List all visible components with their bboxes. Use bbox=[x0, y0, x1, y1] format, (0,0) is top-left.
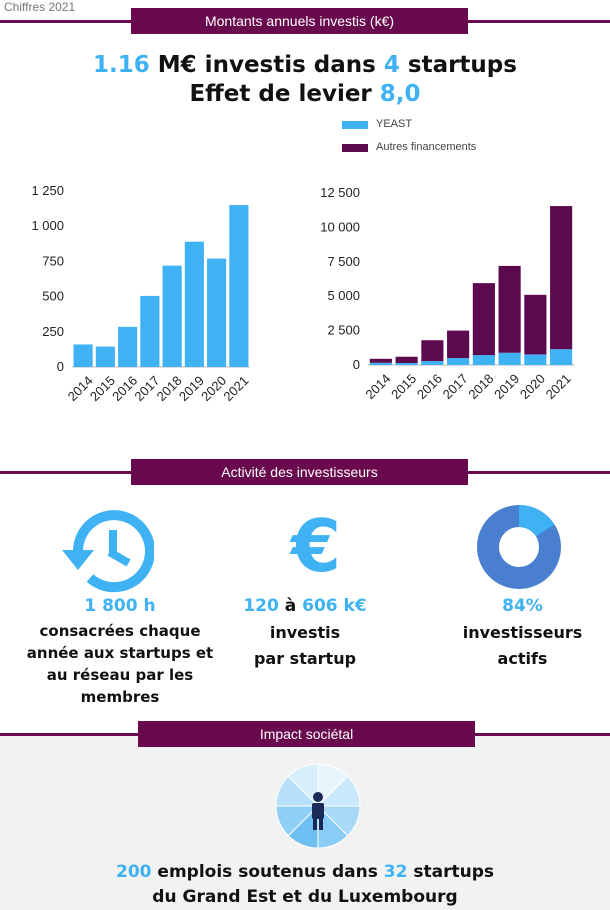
bar-yeast-2017 bbox=[140, 295, 160, 367]
headline-amount: 1.16 bbox=[93, 52, 150, 78]
x-tick-label: 2015 bbox=[388, 371, 419, 402]
stat-investment-mid: à bbox=[278, 596, 303, 616]
stat-investment-value: 120 à 606 k€ bbox=[220, 596, 390, 616]
bar-yeast-2014 bbox=[369, 362, 392, 365]
bar-yeast-2020 bbox=[207, 258, 227, 367]
impact-jobs: 200 bbox=[116, 862, 152, 882]
bar-yeast-2021 bbox=[550, 349, 573, 365]
year-tag: Chiffres 2021 bbox=[4, 0, 76, 14]
x-tick-label: 2019 bbox=[491, 371, 522, 402]
stat-investment-max: 606 k€ bbox=[302, 596, 367, 616]
stat-active: 84% investisseurs actifs bbox=[450, 596, 595, 672]
y-tick-label: 5 000 bbox=[327, 288, 360, 303]
stat-investment-line1: investis bbox=[269, 623, 341, 642]
chart-stacked-annual: 0 2 500 5 000 7 500 10 000 12 500 201420152016… bbox=[320, 185, 574, 402]
impact-end: startups bbox=[407, 862, 494, 882]
bar-autres-2021 bbox=[550, 206, 573, 350]
impact-line2: du Grand Est et du Luxembourg bbox=[152, 887, 458, 907]
donut-chart-icon bbox=[477, 505, 561, 589]
y-tick-label: 10 000 bbox=[320, 219, 360, 234]
leverage-value: 8,0 bbox=[379, 81, 421, 107]
section2-title: Activité des investisseurs bbox=[131, 459, 468, 485]
stat-active-value: 84% bbox=[502, 596, 543, 616]
headline-mid: M€ investis dans bbox=[149, 52, 384, 78]
legend-label-autres: Autres financements bbox=[376, 141, 477, 153]
y-tick-label: 1 000 bbox=[31, 218, 64, 233]
y-tick-label: 0 bbox=[57, 359, 64, 374]
stat-investment: 120 à 606 k€ investis par startup bbox=[220, 596, 390, 672]
bar-yeast-2015 bbox=[95, 346, 115, 367]
y-tick-label: 750 bbox=[42, 253, 64, 268]
bar-yeast-2021 bbox=[229, 205, 249, 367]
headline-investment: 1.16 M€ investis dans 4 startups bbox=[0, 52, 610, 78]
stat-hours-value: 1 800 h bbox=[84, 596, 156, 616]
x-tick-label: 2021 bbox=[220, 373, 251, 404]
impact-startups: 32 bbox=[383, 862, 408, 882]
bar-yeast-2016 bbox=[421, 361, 444, 365]
stat-hours-line2: année aux startups et bbox=[26, 644, 214, 662]
y-tick-label: 0 bbox=[353, 357, 360, 372]
y-tick-label: 250 bbox=[42, 324, 64, 339]
legend-swatch-yeast bbox=[342, 121, 368, 129]
stat-hours-line1: consacrées chaque bbox=[39, 622, 201, 640]
impact-mid: emplois soutenus dans bbox=[151, 862, 384, 882]
bar-yeast-2014 bbox=[73, 344, 93, 367]
bar-yeast-2018 bbox=[472, 355, 495, 365]
x-tick-label: 2020 bbox=[517, 371, 548, 402]
bar-autres-2017 bbox=[447, 330, 470, 359]
bar-autres-2020 bbox=[524, 294, 547, 355]
x-tick-label: 2016 bbox=[414, 371, 445, 402]
stat-hours-line4: membres bbox=[80, 688, 160, 706]
stat-active-line1: investisseurs bbox=[462, 623, 583, 642]
bar-yeast-2020 bbox=[524, 354, 547, 365]
legend-label-yeast: YEAST bbox=[376, 118, 413, 130]
bar-yeast-2019 bbox=[184, 241, 204, 367]
people-wheel-icon bbox=[275, 763, 361, 849]
bar-autres-2015 bbox=[395, 356, 418, 364]
bar-autres-2018 bbox=[472, 283, 495, 356]
y-tick-label: 7 500 bbox=[327, 254, 360, 269]
bar-autres-2014 bbox=[369, 358, 392, 363]
y-tick-label: 1 250 bbox=[31, 183, 64, 198]
stat-investment-line2: par startup bbox=[253, 649, 357, 668]
stat-investment-min: 120 bbox=[243, 596, 279, 616]
legend-swatch-autres bbox=[342, 144, 368, 152]
stat-active-line2: actifs bbox=[497, 649, 548, 668]
bar-yeast-2016 bbox=[118, 326, 138, 367]
impact-line1: 200 emplois soutenus dans 32 startups bbox=[0, 860, 610, 885]
headline-count: 4 bbox=[383, 52, 400, 78]
bar-autres-2019 bbox=[498, 265, 521, 353]
y-tick-label: 12 500 bbox=[320, 185, 360, 200]
clock-history-icon bbox=[62, 510, 154, 593]
stat-hours-line3: au réseau par les bbox=[46, 666, 194, 684]
euro-icon: € bbox=[290, 504, 342, 588]
x-tick-label: 2018 bbox=[465, 371, 496, 402]
headline-end: startups bbox=[399, 52, 517, 78]
bar-autres-2016 bbox=[421, 340, 444, 362]
section1-title: Montants annuels investis (k€) bbox=[131, 8, 468, 34]
bar-yeast-2019 bbox=[498, 352, 521, 365]
leverage-label: Effet de levier bbox=[189, 81, 380, 107]
y-tick-label: 2 500 bbox=[327, 323, 360, 338]
x-tick-label: 2021 bbox=[543, 371, 574, 402]
bar-yeast-2015 bbox=[395, 363, 418, 365]
stat-hours: 1 800 h consacrées chaque année aux star… bbox=[20, 596, 220, 708]
headline-leverage: Effet de levier 8,0 bbox=[0, 81, 610, 107]
y-tick-label: 500 bbox=[42, 289, 64, 304]
bar-yeast-2018 bbox=[162, 265, 182, 367]
x-tick-label: 2017 bbox=[440, 371, 471, 402]
section3-title: Impact sociétal bbox=[138, 721, 475, 747]
wheel-segment bbox=[287, 763, 319, 808]
bar-yeast-2017 bbox=[447, 358, 470, 365]
x-tick-label: 2014 bbox=[362, 371, 393, 402]
